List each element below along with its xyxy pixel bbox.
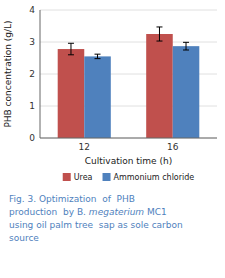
bars (58, 27, 200, 138)
error-bar (156, 27, 162, 41)
y-axis-label: PHB concentration (g/L) (3, 20, 13, 127)
caption-line: Fig. 3. Optimization of PHB (9, 194, 135, 204)
grid-line (40, 10, 217, 11)
chart: 012341216Cultivation time (h)PHB concent… (0, 0, 225, 278)
legend: Urea Ammonium chloride (63, 173, 195, 182)
y-ticks: 0 1 2 3 4 (29, 5, 35, 143)
x-axis (40, 138, 217, 139)
bar (58, 49, 85, 138)
grid-line (40, 42, 217, 43)
error-cap (183, 50, 189, 51)
y-tick-label: 2 (29, 69, 35, 79)
error-cap (68, 43, 74, 44)
error-bar (95, 54, 101, 58)
y-axis (40, 10, 41, 138)
bar (84, 56, 111, 138)
caption-text: production by B. (9, 207, 89, 217)
x-axis-label: Cultivation time (h) (85, 156, 172, 166)
legend-label: Urea (74, 173, 93, 182)
error-bar (68, 43, 74, 55)
caption: Fig. 3. Optimization of PHB production by… (9, 194, 183, 243)
caption-text: MC1 (144, 207, 167, 217)
x-tick-label: 16 (167, 142, 179, 152)
error-line (159, 27, 160, 41)
error-bar (183, 42, 189, 50)
caption-text: Fig. 3. Optimization of PHB (9, 194, 135, 204)
grid (40, 10, 217, 138)
y-tick-label: 3 (29, 37, 35, 47)
error-line (70, 43, 71, 55)
legend-label: Ammonium chloride (114, 173, 195, 182)
caption-text: using oil palm tree sap as sole carbon (9, 220, 183, 230)
grid-line (40, 138, 217, 139)
caption-line: using oil palm tree sap as sole carbon (9, 220, 183, 230)
caption-line: source (9, 233, 39, 243)
caption-text: megaterium (89, 207, 145, 217)
legend-swatch (103, 173, 111, 181)
bar (173, 46, 200, 138)
error-cap (156, 26, 162, 27)
y-tick-label: 4 (29, 5, 35, 15)
x-ticks: 12 16 (79, 142, 179, 152)
y-tick-label: 0 (29, 133, 35, 143)
x-tick-label: 12 (79, 142, 90, 152)
caption-text: source (9, 233, 39, 243)
legend-swatch (63, 173, 71, 181)
bar (146, 34, 173, 138)
error-cap (183, 42, 189, 43)
error-cap (68, 54, 74, 55)
caption-line: production by B. megaterium MC1 (9, 207, 167, 217)
error-cap (95, 58, 101, 59)
error-cap (95, 54, 101, 55)
y-tick-label: 1 (29, 101, 35, 111)
error-cap (156, 41, 162, 42)
error-line (97, 54, 98, 58)
error-line (186, 42, 187, 50)
